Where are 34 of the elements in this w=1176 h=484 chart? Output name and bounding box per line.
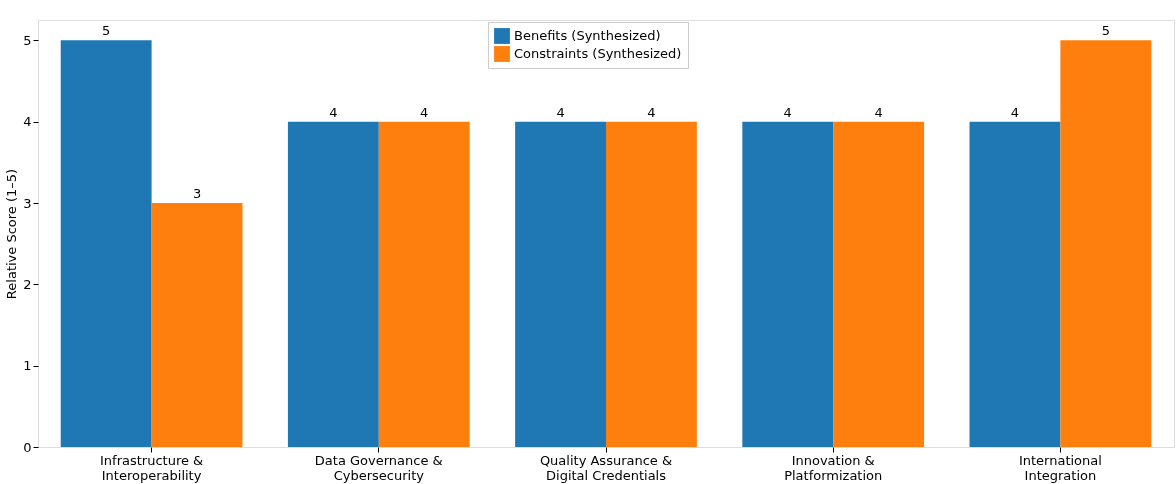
data-label: 3 [192,186,202,201]
y-tick-label: 4 [23,114,32,130]
data-label: 4 [420,104,429,120]
data-label: 4 [329,104,338,120]
bar [378,121,470,447]
bar [742,121,834,447]
y-axis-title: Relative Score (1–5) [4,168,20,300]
data-label: 4 [874,104,883,120]
y-tick-label: 1 [23,358,32,374]
x-tick-label: Infrastructure & Interoperability [99,452,204,483]
bar [515,121,606,447]
x-tick-label: Quality Assurance & Digital Credentials [539,452,673,483]
y-tick-label: 5 [23,32,32,48]
data-label: 4 [783,104,792,120]
data-label: 5 [1101,23,1110,39]
bar [1060,40,1152,447]
x-tick-label: Innovation & Platformization [784,452,883,483]
data-label: 5 [102,23,111,39]
data-label: 4 [647,104,656,120]
bar [833,121,925,447]
bar [969,121,1061,447]
y-tick-label: 3 [23,195,32,211]
bar [287,121,379,447]
legend-label: Constraints (Synthesized) [514,46,682,61]
bar [606,121,697,447]
y-tick-label: 0 [23,439,32,455]
y-tick-label: 2 [23,276,32,292]
x-tick-label: Data Governance & Cybersecurity [314,452,443,483]
data-label: 4 [1010,104,1020,120]
legend-label: Benefits (Synthesized) [514,28,661,43]
x-tick-label: International Integration [1018,452,1102,483]
data-label: 4 [556,104,565,120]
bar [151,203,243,447]
bar [60,40,152,447]
